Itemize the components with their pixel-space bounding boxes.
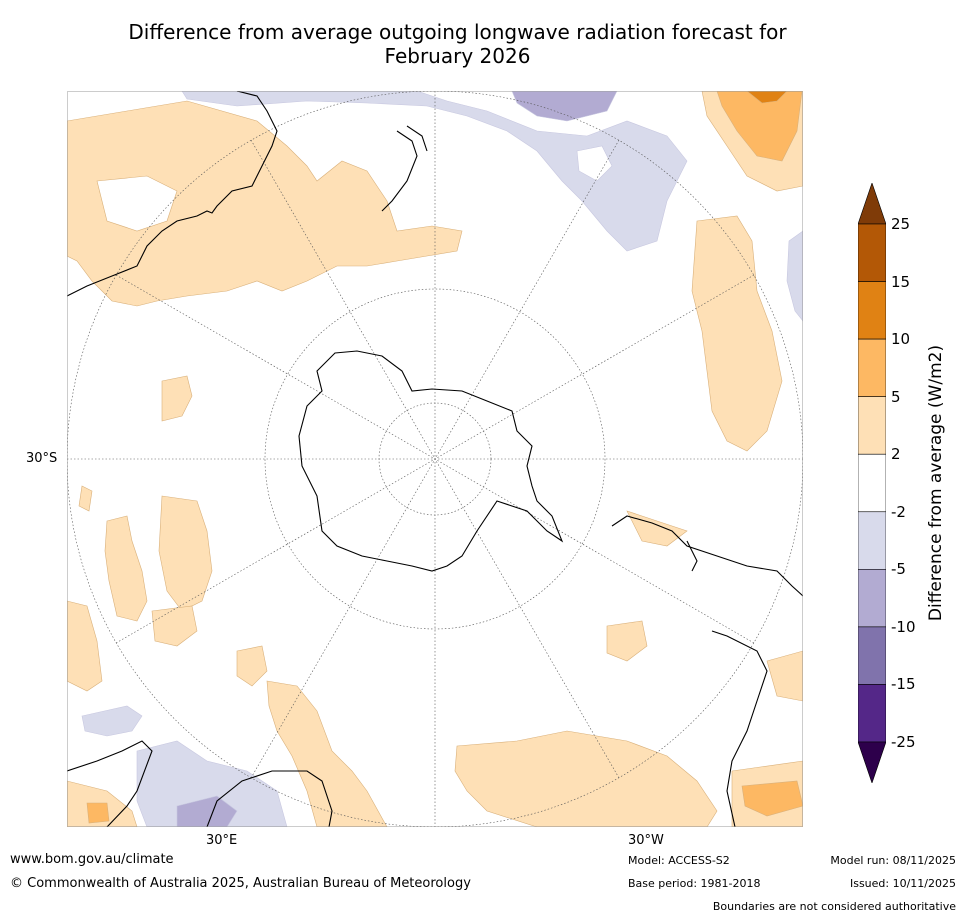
- graticule: [67, 91, 803, 827]
- colorbar-segment: [857, 511, 887, 570]
- latitude-label-30s: 30°S: [26, 451, 58, 466]
- africa-coastline: [67, 740, 333, 827]
- colorbar-segment: [857, 626, 887, 685]
- colorbar-segment: [857, 684, 887, 743]
- chart-title: Difference from average outgoing longwav…: [65, 20, 850, 68]
- colorbar-tick-label: -10: [891, 617, 916, 636]
- colorbar-segment: [857, 396, 887, 455]
- colorbar-extend-bottom: [857, 741, 887, 784]
- colorbar-segment: [857, 338, 887, 397]
- colorbar-segment: [857, 453, 887, 513]
- title-line-1: Difference from average outgoing longwav…: [128, 20, 787, 44]
- colorbar-tick-label: 25: [891, 215, 911, 233]
- colorbar-segment: [857, 223, 887, 282]
- title-line-2: February 2026: [384, 44, 531, 68]
- colorbar-segment: [857, 281, 887, 340]
- footer-base-period: Base period: 1981-2018: [628, 877, 761, 890]
- colorbar-tick-label: 10: [891, 330, 911, 349]
- footer-copyright: © Commonwealth of Australia 2025, Austra…: [10, 876, 471, 891]
- polar-map[interactable]: [67, 91, 803, 827]
- colorbar-extend-top: [857, 182, 887, 225]
- antarctica-coastline: [298, 350, 564, 572]
- negative-anomaly-regions: [81, 91, 803, 827]
- australia-coastline: [67, 91, 278, 297]
- colorbar-segment: [857, 569, 887, 628]
- colorbar-tick-label: -15: [891, 675, 916, 694]
- colorbar-tick-label: -25: [891, 733, 916, 751]
- colorbar: [857, 182, 887, 784]
- footer-model: Model: ACCESS-S2: [628, 854, 730, 867]
- footer-issued: Issued: 10/11/2025: [849, 877, 956, 890]
- colorbar-tick-label: -2: [891, 502, 906, 521]
- colorbar-tick-label: -5: [891, 560, 906, 579]
- footer-disclaimer: Boundaries are not considered authoritat…: [712, 900, 956, 913]
- colorbar-tick-label: 2: [891, 445, 901, 464]
- coastlines: [67, 91, 803, 827]
- footer-url[interactable]: www.bom.gov.au/climate: [10, 852, 174, 867]
- longitude-label-30e: 30°E: [206, 833, 238, 848]
- colorbar-tick-label: 5: [891, 387, 901, 406]
- footer-model-run: Model run: 08/11/2025: [830, 854, 956, 867]
- south-america-coastline: [611, 515, 803, 827]
- longitude-label-30w: 30°W: [628, 833, 664, 848]
- colorbar-tick-label: 15: [891, 272, 911, 291]
- colorbar-label: Difference from average (W/m2): [926, 344, 946, 622]
- new-zealand-coastline: [381, 125, 428, 212]
- positive-anomaly-regions: [67, 91, 803, 827]
